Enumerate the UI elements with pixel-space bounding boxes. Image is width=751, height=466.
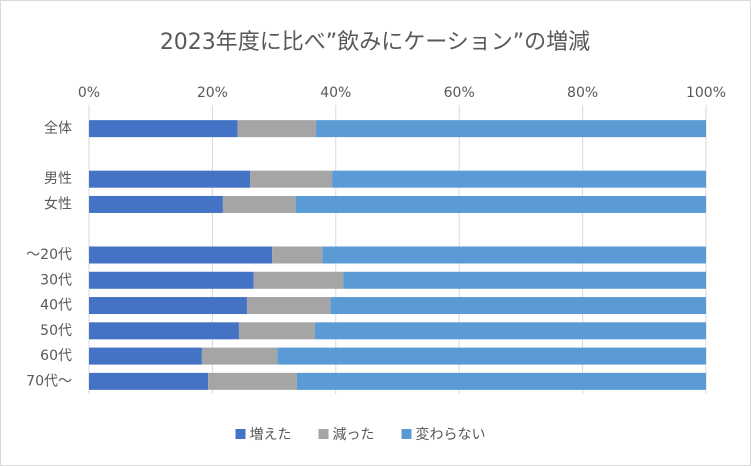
x-tick-label: 80%	[567, 85, 598, 101]
bar-segment	[89, 347, 202, 365]
bar-segment	[89, 271, 254, 289]
bar-segment	[314, 322, 706, 340]
bar-segment	[316, 120, 706, 138]
bar-segment	[246, 297, 331, 315]
legend-swatch	[401, 429, 412, 439]
bar-segment	[89, 170, 251, 188]
bar-segment	[89, 120, 238, 138]
bar-segment	[253, 271, 344, 289]
bar-segment	[272, 246, 323, 264]
bar-segment	[330, 297, 706, 315]
bar-segment	[343, 271, 706, 289]
legend-label: 減った	[333, 426, 375, 443]
x-tick-label: 0%	[78, 85, 100, 101]
x-tick-label: 40%	[320, 85, 351, 101]
y-tick-label: ～20代	[26, 247, 72, 263]
legend-swatch	[235, 429, 246, 439]
y-tick-label: 女性	[44, 195, 72, 212]
legend-label: 増えた	[250, 427, 292, 443]
bar-segment	[208, 372, 297, 390]
x-tick-label: 20%	[197, 85, 228, 101]
bar-segment	[201, 347, 278, 365]
bar-segment	[89, 195, 223, 213]
y-tick-label: 男性	[44, 171, 72, 187]
y-tick-label: 70代～	[26, 373, 72, 389]
y-tick-label: 60代	[40, 348, 72, 364]
y-tick-label: 30代	[40, 272, 72, 288]
bar-segment	[89, 297, 247, 315]
bar-segment	[89, 372, 209, 390]
bar-segment	[277, 347, 706, 365]
bar-segment	[238, 322, 315, 340]
y-tick-label: 50代	[40, 323, 72, 339]
y-tick-label: 40代	[40, 298, 72, 314]
bar-segment	[322, 246, 706, 264]
bar-segment	[237, 120, 317, 138]
x-tick-label: 60%	[444, 85, 475, 101]
bar-segment	[89, 322, 239, 340]
bar-segment	[295, 195, 706, 213]
bar-segment	[222, 195, 296, 213]
chart-title: 2023年度に比べ”飲みにケーション”の増減	[160, 30, 590, 55]
bar-segment	[250, 170, 333, 188]
legend-label: 変わらない	[416, 426, 486, 443]
legend-swatch	[318, 429, 329, 439]
bar-segment	[332, 170, 706, 188]
x-tick-label: 100%	[686, 85, 726, 101]
bar-segment	[89, 246, 273, 264]
y-tick-label: 全体	[44, 120, 72, 137]
bar-segment	[296, 372, 706, 390]
